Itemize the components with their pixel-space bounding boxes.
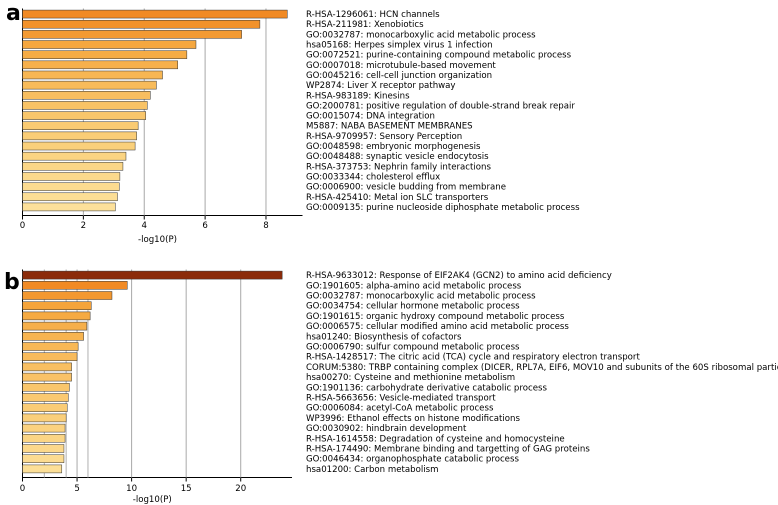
bar	[22, 362, 72, 372]
category-label: CORUM:5380: TRBP containing complex (DIC…	[306, 363, 778, 373]
bar	[22, 60, 178, 70]
bar	[22, 352, 78, 361]
category-label: GO:0032787: monocarboxylic acid metaboli…	[306, 292, 536, 302]
category-label: WP2874: Liver X receptor pathway	[306, 81, 456, 91]
category-label: GO:1901605: alpha-amino acid metabolic p…	[306, 281, 522, 291]
bar	[22, 91, 151, 100]
category-label: GO:0046434: organophosphate catabolic pr…	[306, 455, 519, 465]
category-label: R-HSA-9709957: Sensory Perception	[306, 132, 462, 142]
bar	[22, 151, 127, 161]
bar	[22, 182, 120, 191]
x-axis-label: -log10(P)	[133, 495, 172, 505]
bar	[22, 454, 65, 463]
category-label: GO:0033344: cholesterol efflux	[306, 172, 440, 182]
category-label: R-HSA-425410: Metal ion SLC transporters	[306, 193, 489, 203]
bar	[22, 40, 197, 49]
bar	[22, 342, 79, 351]
x-tick-label: 4	[142, 221, 147, 231]
bar	[22, 291, 113, 300]
bar	[22, 423, 66, 433]
category-label: GO:0006900: vesicle budding from membran…	[306, 183, 506, 193]
category-label: R-HSA-1614558: Degradation of cysteine a…	[306, 434, 565, 444]
bar	[22, 301, 92, 310]
bar	[22, 332, 84, 341]
category-label: M5887: NABA BASEMENT MEMBRANES	[306, 122, 473, 132]
panel-b: b 0 5 10 15 20 R-HSA-9633012: Response of EIF2…	[4, 269, 778, 505]
bar	[22, 131, 137, 141]
category-label: GO:0030902: hindbrain development	[306, 424, 467, 434]
bar	[22, 202, 116, 212]
panel-letter-a: a	[6, 1, 21, 26]
bar	[22, 70, 163, 80]
bar	[22, 162, 124, 171]
category-label: hsa05168: Herpes simplex virus 1 infecti…	[306, 41, 493, 51]
bar	[22, 393, 69, 402]
bar	[22, 372, 72, 382]
bar	[22, 281, 128, 290]
x-tick-label: 5	[74, 484, 79, 494]
bar	[22, 192, 118, 202]
category-label: R-HSA-1296061: HCN channels	[306, 10, 440, 20]
category-label: GO:0006084: acetyl-CoA metabolic process	[306, 404, 494, 414]
bar	[22, 321, 88, 331]
panel-a: a 0 2 4 6 8 R-HSA-1296061: HCN channelsR-HSA-2…	[6, 1, 580, 245]
category-label: R-HSA-211981: Xenobiotics	[306, 20, 424, 30]
bar	[22, 413, 67, 423]
category-label: WP3996: Ethanol effects on histone modif…	[306, 414, 520, 424]
x-tick-label: 6	[202, 221, 207, 231]
category-label: R-HSA-983189: Kinesins	[306, 91, 410, 101]
category-label: R-HSA-1428517: The citric acid (TCA) cyc…	[306, 353, 640, 363]
category-label: GO:0006575: cellular modified amino acid…	[306, 322, 569, 332]
category-label: hsa01240: Biosynthesis of cofactors	[306, 332, 462, 342]
category-label: hsa00270: Cysteine and methionine metabo…	[306, 373, 515, 383]
bar	[22, 50, 188, 59]
bar	[22, 464, 63, 474]
bar	[22, 141, 136, 151]
bar	[22, 19, 261, 29]
category-label: GO:0006790: sulfur compound metabolic pr…	[306, 343, 520, 353]
category-label: hsa01200: Carbon metabolism	[306, 465, 438, 475]
x-tick-label: 8	[263, 221, 268, 231]
bar	[22, 111, 147, 120]
bar	[22, 172, 121, 181]
x-tick-label: 10	[126, 484, 137, 494]
category-label: GO:0015074: DNA integration	[306, 112, 435, 122]
category-label: GO:0009135: purine nucleoside diphosphat…	[306, 203, 580, 213]
category-label: GO:0072521: purine-containing compound m…	[306, 51, 572, 61]
x-tick-label: 2	[81, 221, 86, 231]
category-label: GO:0034754: cellular hormone metabolic p…	[306, 302, 520, 312]
bar	[22, 30, 242, 39]
category-label: GO:0045216: cell-cell junction organizat…	[306, 71, 492, 81]
bar	[22, 434, 66, 443]
category-label: R-HSA-373753: Nephrin family interaction…	[306, 162, 491, 172]
category-label: GO:0048488: synaptic vesicle endocytosis	[306, 152, 489, 162]
panel-letter-b: b	[4, 270, 20, 295]
category-label: R-HSA-5663656: Vesicle-mediated transpor…	[306, 394, 496, 404]
category-label: GO:0007018: microtubule-based movement	[306, 61, 496, 71]
x-axis-label: -log10(P)	[138, 235, 177, 245]
bar	[22, 80, 157, 90]
bar	[22, 9, 288, 19]
bar	[22, 101, 148, 110]
bar	[22, 311, 91, 321]
category-label: R-HSA-9633012: Response of EIF2AK4 (GCN2…	[306, 271, 612, 281]
category-label: GO:2000781: positive regulation of doubl…	[306, 101, 575, 111]
bar	[22, 270, 283, 280]
x-tick-label: 20	[235, 484, 246, 494]
x-tick-label: 0	[20, 484, 25, 494]
bar	[22, 121, 139, 130]
category-label: R-HSA-174490: Membrane binding and targe…	[306, 445, 590, 455]
x-tick-label: 0	[20, 221, 25, 231]
x-tick-label: 15	[181, 484, 192, 494]
category-label: GO:1901615: organic hydroxy compound met…	[306, 312, 565, 322]
category-label: GO:0048598: embryonic morphogenesis	[306, 142, 481, 152]
bar	[22, 403, 68, 412]
bar	[22, 444, 65, 453]
bar	[22, 383, 70, 392]
category-label: GO:1901136: carbohydrate derivative cata…	[306, 383, 547, 393]
category-label: GO:0032787: monocarboxylic acid metaboli…	[306, 30, 536, 40]
